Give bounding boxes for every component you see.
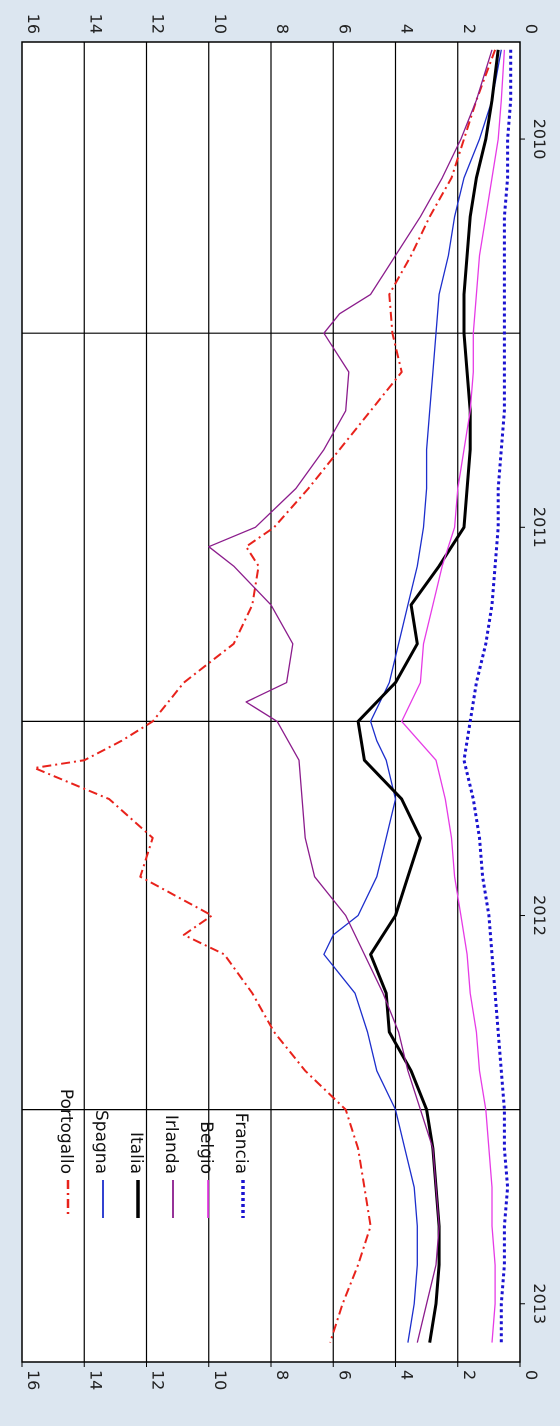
y-tick-label-bottom: 16 bbox=[24, 1370, 43, 1390]
y-tick-label-bottom: 2 bbox=[460, 1370, 479, 1380]
y-tick-label-top: 2 bbox=[460, 24, 479, 34]
y-tick-label-top: 0 bbox=[522, 24, 541, 34]
legend-label-spagna: Spagna bbox=[91, 1110, 111, 1174]
y-tick-label-top: 6 bbox=[335, 24, 354, 34]
series-layer bbox=[33, 49, 513, 1343]
series-line-portogallo bbox=[33, 49, 497, 1343]
legend-label-italia: Italia bbox=[126, 1132, 146, 1174]
x-tick-label: 2012 bbox=[530, 895, 549, 936]
legend-label-irlanda: Irlanda bbox=[161, 1115, 181, 1174]
y-tick-label-bottom: 10 bbox=[211, 1370, 230, 1390]
y-tick-label-bottom: 0 bbox=[522, 1370, 541, 1380]
x-tick-label: 2010 bbox=[530, 119, 549, 160]
legend-label-francia: Francia bbox=[231, 1113, 251, 1174]
y-tick-label-top: 4 bbox=[398, 24, 417, 34]
axis-layer: 0 0 2 2 4 4 6 6 8 8 10 10 12 12 14 14 16 16 2010 2011 2012 20… bbox=[21, 14, 549, 1390]
x-tick-label: 2013 bbox=[530, 1283, 549, 1324]
y-tick-label-top: 8 bbox=[273, 24, 292, 34]
y-tick-label-bottom: 4 bbox=[398, 1370, 417, 1380]
x-tick-label: 2011 bbox=[530, 507, 549, 548]
y-tick-label-bottom: 6 bbox=[335, 1370, 354, 1380]
y-tick-label-bottom: 8 bbox=[273, 1370, 292, 1380]
legend-label-belgio: Belgio bbox=[196, 1121, 216, 1174]
y-tick-label-top: 10 bbox=[211, 14, 230, 34]
series-line-francia bbox=[462, 49, 513, 1343]
series-line-italia bbox=[356, 49, 500, 1343]
legend-label-portogallo: Portogallo bbox=[56, 1089, 76, 1174]
legend-layer: Portogallo Spagna Italia Irlanda Belgio Franc… bbox=[56, 1089, 251, 1218]
series-line-irlanda bbox=[208, 49, 493, 1343]
y-tick-label-top: 14 bbox=[86, 14, 105, 34]
grid-layer bbox=[22, 42, 520, 1362]
series-line-spagna bbox=[323, 49, 502, 1343]
y-tick-label-bottom: 12 bbox=[149, 1370, 168, 1390]
y-tick-label-bottom: 14 bbox=[86, 1370, 105, 1390]
series-line-belgio bbox=[401, 49, 506, 1343]
y-tick-label-top: 16 bbox=[24, 14, 43, 34]
y-tick-label-top: 12 bbox=[149, 14, 168, 34]
